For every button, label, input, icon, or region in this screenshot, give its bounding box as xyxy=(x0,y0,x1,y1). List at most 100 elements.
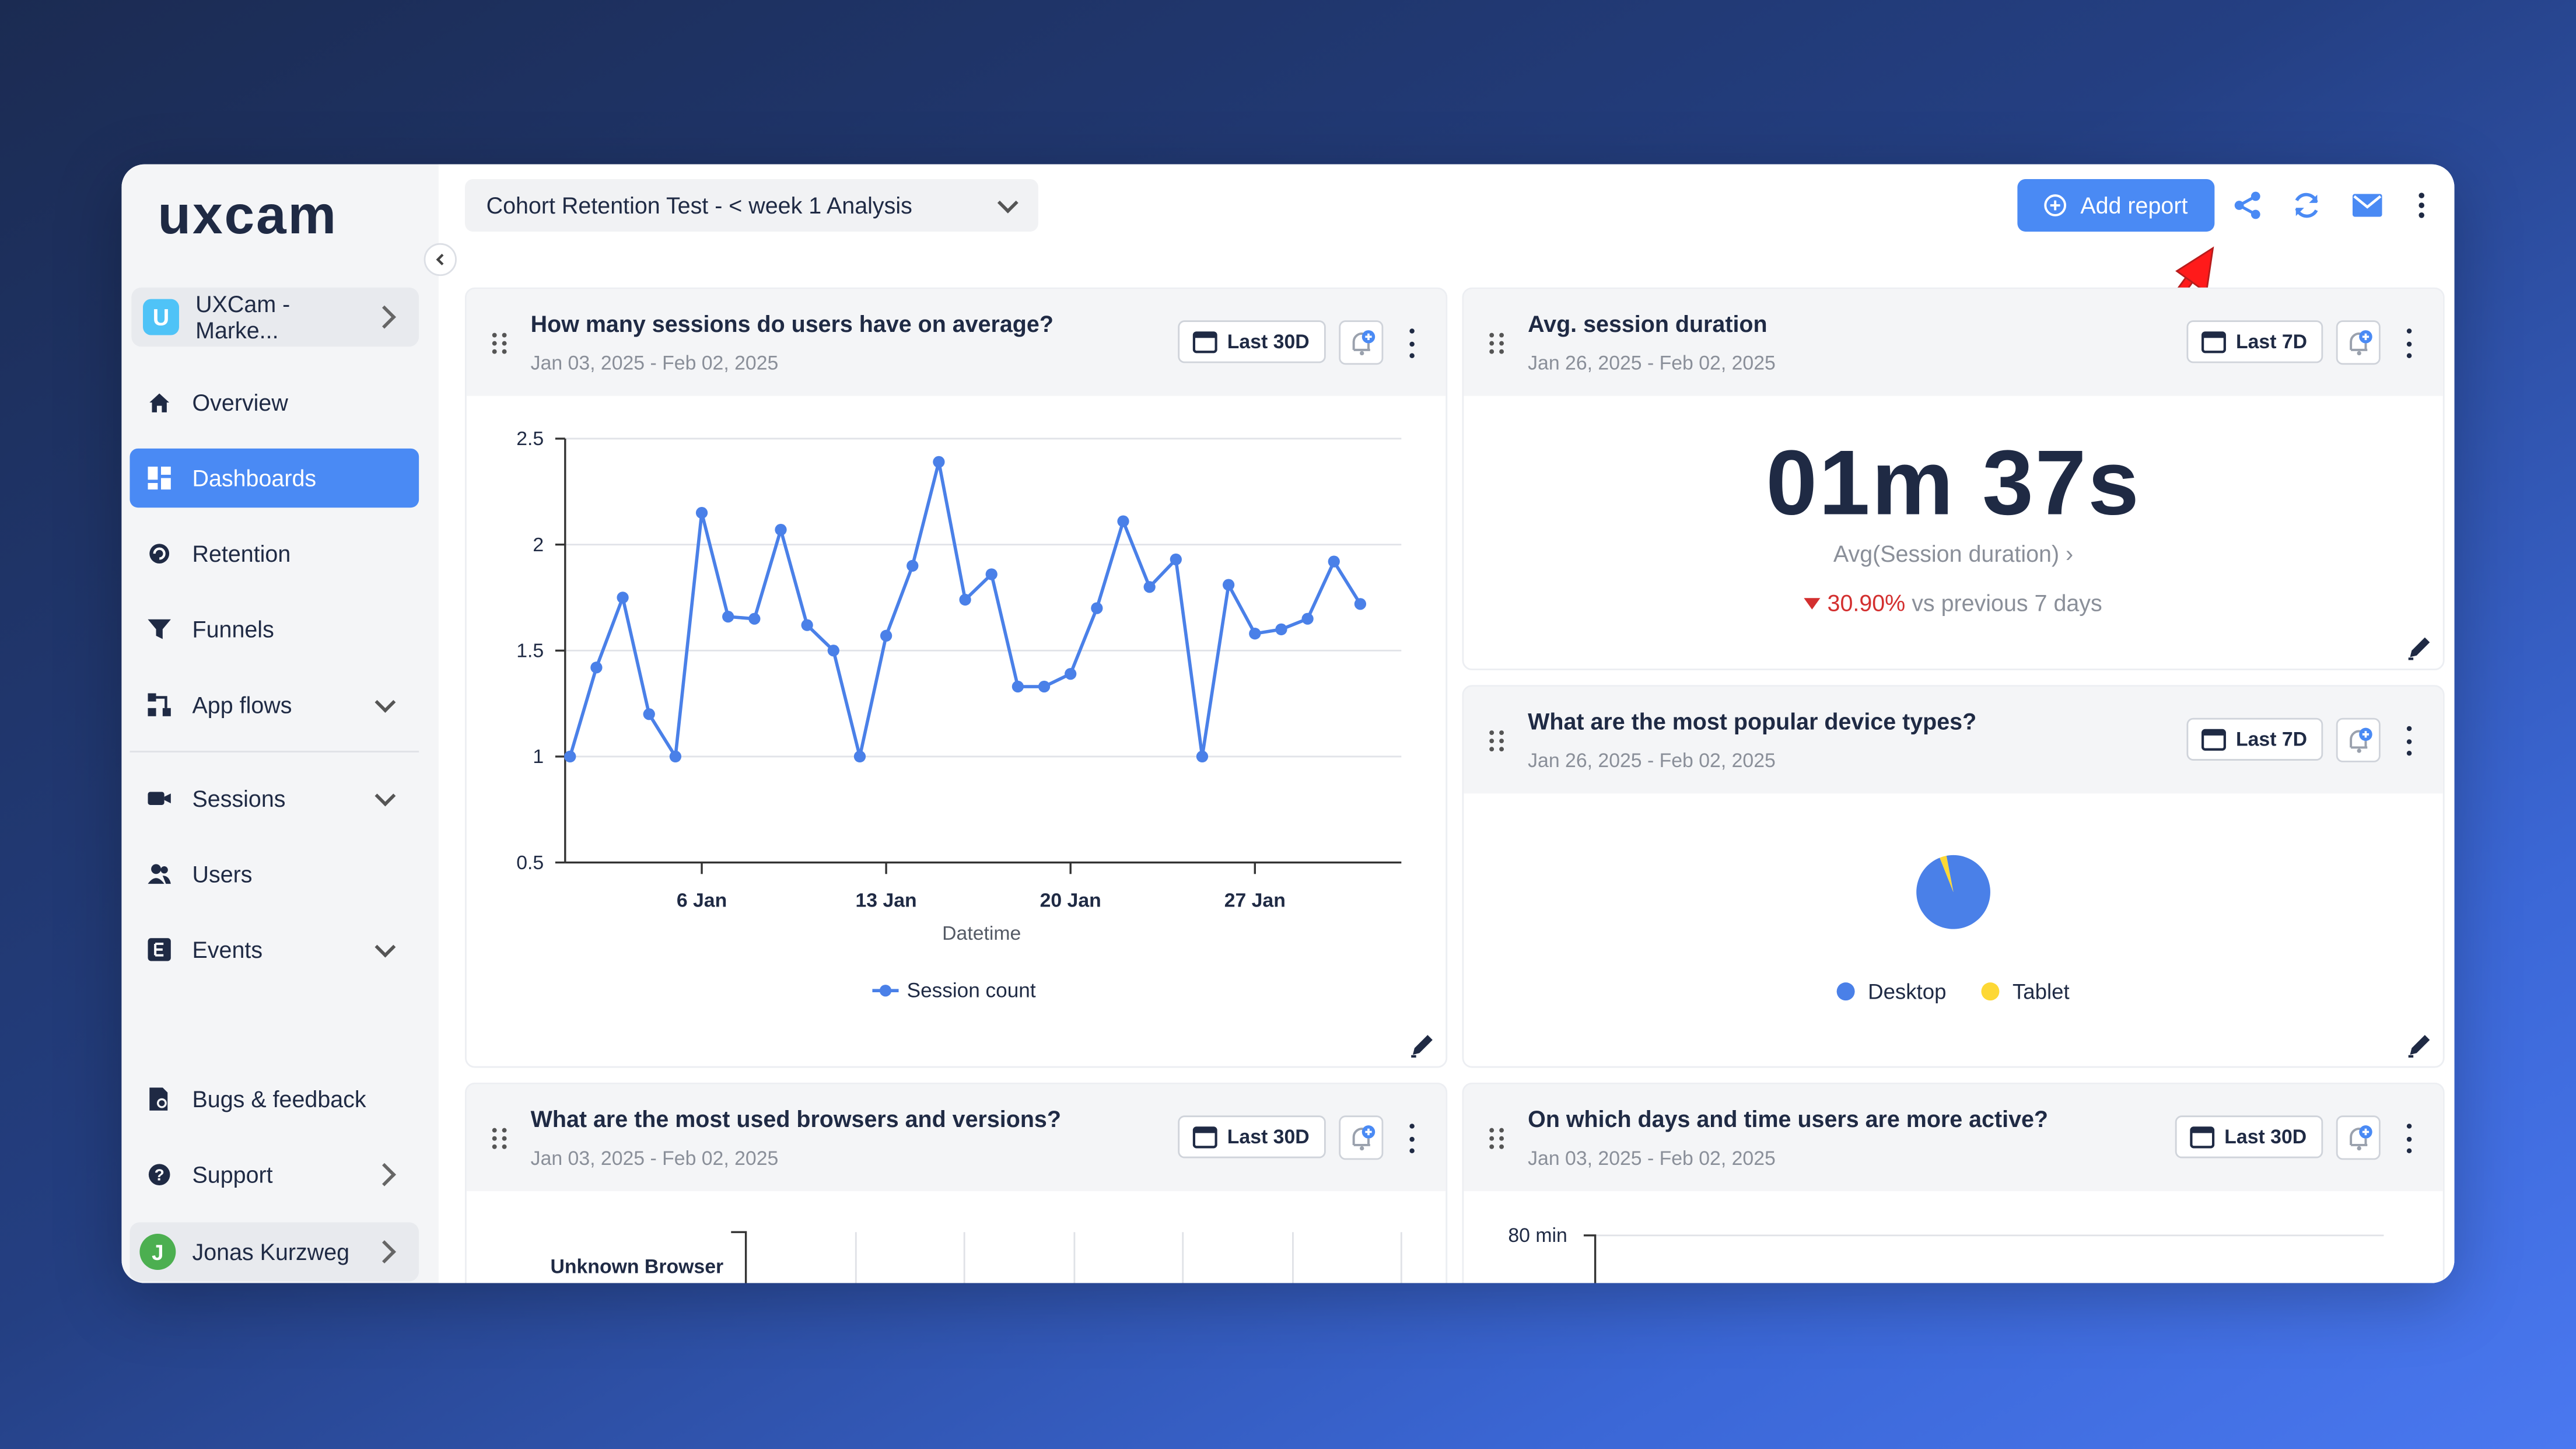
drag-handle-icon[interactable] xyxy=(1489,729,1505,752)
period-label: Last 7D xyxy=(2235,330,2308,354)
share-icon[interactable] xyxy=(2230,187,2266,223)
card-title: On which days and time users are more ac… xyxy=(1528,1105,2049,1132)
data-point xyxy=(907,559,919,572)
sidebar-item-events[interactable]: Events xyxy=(130,920,419,979)
data-point xyxy=(1196,750,1209,763)
more-vertical-icon[interactable] xyxy=(2403,187,2440,223)
flow-icon xyxy=(146,692,173,718)
mail-icon[interactable] xyxy=(2349,187,2385,223)
sidebar-item-label: Dashboards xyxy=(192,465,317,492)
video-icon xyxy=(146,785,173,811)
data-point xyxy=(1249,628,1261,640)
refresh-icon[interactable] xyxy=(2288,187,2325,223)
data-point xyxy=(1143,581,1156,593)
data-point xyxy=(1275,623,1287,636)
card-header: What are the most popular device types? … xyxy=(1464,687,2443,794)
sidebar-item-label: Bugs & feedback xyxy=(192,1086,366,1112)
y-tick-label: 2.5 xyxy=(516,428,544,450)
workspace-switcher[interactable]: U UXCam - Marke... xyxy=(131,287,419,347)
help-icon: ? xyxy=(146,1161,173,1188)
drag-handle-icon[interactable] xyxy=(1489,332,1505,355)
pie-slice-tablet[interactable] xyxy=(1940,856,1954,892)
sidebar-item-label: Users xyxy=(192,860,253,887)
sidebar-item-overview[interactable]: Overview xyxy=(130,373,419,432)
edit-icon[interactable] xyxy=(1409,1032,1436,1058)
data-point xyxy=(695,506,708,519)
add-alert-button[interactable] xyxy=(1339,320,1384,365)
sidebar-item-support[interactable]: ? Support xyxy=(130,1145,419,1204)
period-button[interactable]: Last 30D xyxy=(1178,1115,1326,1158)
metric-label[interactable]: Avg(Session duration) › xyxy=(1833,540,2074,567)
collapse-sidebar-button[interactable] xyxy=(424,243,457,276)
data-point xyxy=(1012,680,1024,693)
period-button[interactable]: Last 30D xyxy=(2175,1115,2323,1158)
data-point xyxy=(1354,598,1367,610)
data-point xyxy=(1170,553,1182,566)
sidebar-item-label: Sessions xyxy=(192,785,286,812)
data-point xyxy=(1091,602,1103,614)
add-alert-button[interactable] xyxy=(1339,1115,1384,1160)
legend-item-desktop[interactable]: Desktop xyxy=(1836,979,1947,1004)
period-button[interactable]: Last 7D xyxy=(2186,718,2324,761)
x-axis-label: Datetime xyxy=(942,922,1021,944)
drag-handle-icon[interactable] xyxy=(491,1127,508,1150)
period-label: Last 30D xyxy=(1227,1125,1310,1149)
more-vertical-icon[interactable] xyxy=(1406,328,1416,358)
uxcam-logo[interactable]: uxcam xyxy=(158,184,338,245)
users-icon xyxy=(146,861,173,887)
sidebar-item-label: App flows xyxy=(192,691,292,718)
legend-item-tablet[interactable]: Tablet xyxy=(1981,979,2070,1004)
period-label: Last 30D xyxy=(2224,1125,2307,1149)
sidebar-item-sessions[interactable]: Sessions xyxy=(130,769,419,828)
sidebar-item-funnels[interactable]: Funnels xyxy=(130,600,419,659)
dashboard-name: Cohort Retention Test - < week 1 Analysi… xyxy=(486,192,912,219)
card-date-range: Jan 26, 2025 - Feb 02, 2025 xyxy=(1528,351,1776,375)
user-menu[interactable]: J Jonas Kurzweg xyxy=(130,1222,419,1282)
period-button[interactable]: Last 30D xyxy=(1178,320,1326,363)
pie-slice-desktop[interactable] xyxy=(1916,855,1990,929)
add-report-button[interactable]: Add report xyxy=(2017,178,2215,232)
period-label: Last 7D xyxy=(2235,727,2308,751)
drag-handle-icon[interactable] xyxy=(491,332,508,355)
app-window: uxcam U UXCam - Marke... Overview Dashbo… xyxy=(121,164,2455,1283)
more-vertical-icon[interactable] xyxy=(2403,328,2413,358)
bell-plus-icon xyxy=(1352,1124,1374,1150)
add-alert-button[interactable] xyxy=(2336,718,2381,762)
y-tick-label: 1.5 xyxy=(516,640,544,662)
bug-report-icon xyxy=(146,1086,173,1112)
legend-label: Desktop xyxy=(1868,979,1947,1004)
period-button[interactable]: Last 7D xyxy=(2186,320,2324,363)
browsers-bar-chart xyxy=(731,1231,1402,1283)
more-vertical-icon[interactable] xyxy=(2403,1124,2413,1154)
sidebar-item-retention[interactable]: Retention xyxy=(130,524,419,583)
edit-icon[interactable] xyxy=(2407,1032,2433,1058)
add-report-label: Add report xyxy=(2080,192,2188,219)
legend-label: Tablet xyxy=(2012,979,2070,1004)
session-count-line-chart: 0.5 1 1.5 2 2.5 6 Jan 13 Jan 20 Jan 27 Jan Dateti… xyxy=(516,428,1402,1002)
data-point xyxy=(1117,515,1129,527)
data-point xyxy=(801,619,813,631)
series-line xyxy=(568,461,1362,762)
edit-icon[interactable] xyxy=(2407,634,2433,660)
chevron-down-icon xyxy=(997,191,1019,213)
sidebar-item-app-flows[interactable]: App flows xyxy=(130,675,419,734)
drag-handle-icon[interactable] xyxy=(1489,1127,1505,1150)
dashboard-icon xyxy=(146,465,173,491)
sidebar-item-bugs-feedback[interactable]: Bugs & feedback xyxy=(130,1069,419,1128)
chevron-right-icon xyxy=(373,1240,396,1264)
add-alert-button[interactable] xyxy=(2336,320,2381,365)
sidebar-item-dashboards[interactable]: Dashboards xyxy=(130,448,419,508)
more-vertical-icon[interactable] xyxy=(2403,726,2413,756)
data-point xyxy=(880,629,892,642)
more-vertical-icon[interactable] xyxy=(1406,1124,1416,1154)
x-tick-label: 6 Jan xyxy=(677,890,727,912)
dashboard-selector[interactable]: Cohort Retention Test - < week 1 Analysi… xyxy=(465,178,1038,232)
bell-plus-icon xyxy=(2348,727,2372,752)
chevron-down-icon xyxy=(374,691,396,712)
browser-row-label: Unknown Browser xyxy=(550,1255,724,1279)
add-alert-button[interactable] xyxy=(2336,1115,2381,1160)
sidebar-item-users[interactable]: Users xyxy=(130,845,419,904)
avatar: J xyxy=(139,1234,176,1270)
y-tick-label: 80 min xyxy=(1508,1224,1567,1247)
data-point xyxy=(669,750,682,763)
